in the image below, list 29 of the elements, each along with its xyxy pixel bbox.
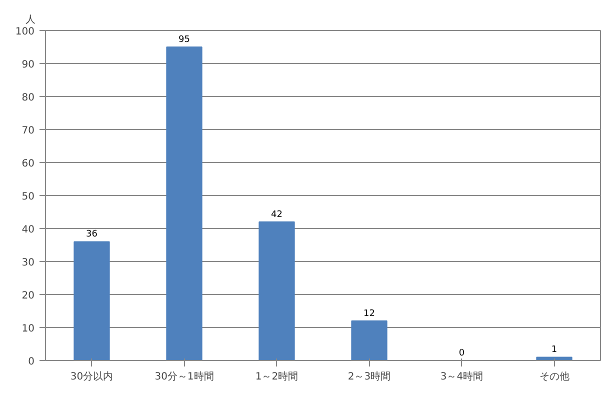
y-tick-label: 30 (22, 258, 35, 268)
y-tick-label: 20 (22, 290, 35, 302)
y-tick-label: 50 (22, 192, 35, 202)
data-label: 1 (551, 345, 558, 356)
data-label: 95 (178, 35, 190, 45)
x-tick-label: 3～4時間 (440, 370, 484, 382)
y-tick-label: 40 (22, 224, 35, 236)
x-tick-label: 30分～1時間 (154, 370, 214, 382)
bar (536, 356, 572, 360)
y-tick-label: 100 (15, 26, 35, 38)
y-tick-label: 10 (22, 324, 35, 334)
data-label: 12 (364, 308, 375, 319)
bar (351, 320, 388, 360)
x-tick-label: 2～3時間 (348, 370, 391, 382)
y-axis-title: 人 (26, 14, 36, 26)
y-tick-label: 90 (22, 60, 35, 70)
data-label: 0 (458, 348, 465, 358)
data-label: 42 (271, 210, 282, 220)
data-label: 36 (86, 230, 98, 240)
bar (166, 46, 202, 360)
y-tick-label: 60 (22, 158, 35, 170)
y-tick-label: 80 (22, 92, 35, 104)
x-tick-label: 30分以内 (70, 370, 114, 382)
y-tick-label: 0 (28, 356, 35, 368)
y-tick-label: 70 (22, 126, 35, 136)
x-tick-label: 1～2時間 (255, 370, 298, 382)
x-tick-label: その他 (539, 370, 570, 382)
bar (258, 221, 295, 360)
bar (74, 241, 110, 360)
